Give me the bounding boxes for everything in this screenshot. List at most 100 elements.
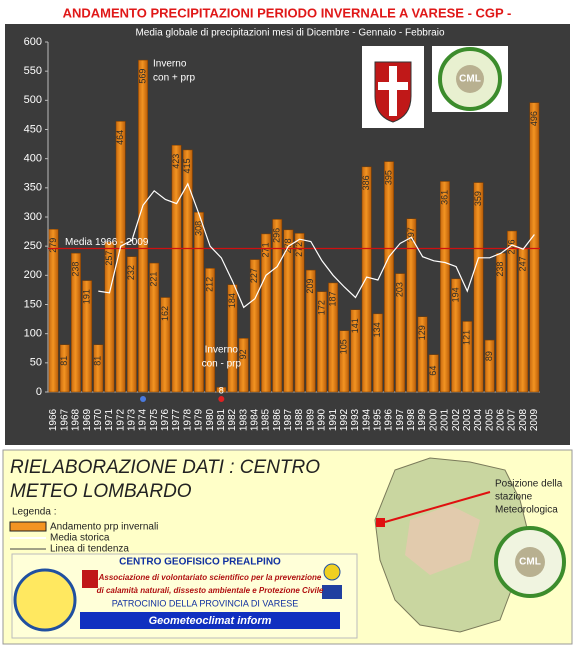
value-label: 361 bbox=[439, 190, 449, 205]
bar bbox=[93, 344, 104, 393]
bar bbox=[440, 181, 450, 393]
bar bbox=[182, 149, 193, 393]
bar bbox=[328, 282, 339, 393]
x-tick-label: 1968 bbox=[71, 408, 82, 431]
x-tick-label: 1999 bbox=[417, 408, 428, 431]
bar bbox=[238, 338, 249, 393]
bar bbox=[305, 269, 316, 393]
annotation: Inverno bbox=[153, 59, 187, 70]
value-label: 172 bbox=[316, 300, 326, 315]
x-tick-label: 2001 bbox=[440, 408, 451, 431]
x-tick-label: 2009 bbox=[529, 408, 540, 431]
value-label: 221 bbox=[149, 272, 159, 287]
bar bbox=[71, 252, 81, 393]
bar bbox=[372, 313, 383, 393]
bar bbox=[126, 256, 137, 393]
x-tick-label: 1983 bbox=[238, 408, 249, 431]
value-label: 271 bbox=[260, 242, 270, 257]
value-label: 297 bbox=[406, 227, 416, 242]
x-tick-label: 1979 bbox=[194, 408, 205, 431]
x-tick-label: 1987 bbox=[283, 408, 294, 431]
x-tick-label: 2005 bbox=[484, 408, 495, 431]
eu-flag bbox=[322, 585, 342, 599]
value-label: 257 bbox=[104, 251, 114, 266]
x-tick-label: 2007 bbox=[507, 408, 518, 431]
value-label: 308 bbox=[193, 221, 203, 236]
x-tick-label: 1994 bbox=[361, 408, 372, 431]
x-tick-label: 2002 bbox=[451, 408, 462, 431]
y-tick-label: 400 bbox=[24, 153, 42, 165]
value-label: 272 bbox=[294, 242, 304, 257]
y-tick-label: 350 bbox=[24, 182, 42, 194]
x-tick-label: 1969 bbox=[82, 408, 93, 431]
value-label: 89 bbox=[484, 351, 494, 361]
value-label: 162 bbox=[160, 306, 170, 321]
bar bbox=[205, 268, 216, 393]
bar bbox=[138, 59, 148, 393]
bar bbox=[339, 330, 350, 393]
bar bbox=[507, 230, 517, 393]
bar bbox=[361, 166, 372, 393]
value-label: 227 bbox=[249, 268, 259, 283]
x-tick-label: 1986 bbox=[272, 408, 283, 431]
chart-title: ANDAMENTO PRECIPITAZIONI PERIODO INVERNA… bbox=[63, 5, 512, 20]
org-logo bbox=[13, 568, 77, 632]
x-tick-label: 2006 bbox=[496, 408, 507, 431]
x-tick-label: 1993 bbox=[350, 408, 361, 431]
bar bbox=[294, 233, 305, 393]
bar bbox=[104, 241, 115, 393]
x-tick-label: 1980 bbox=[205, 408, 216, 431]
y-tick-label: 550 bbox=[24, 65, 42, 77]
banner bbox=[80, 612, 340, 629]
x-tick-label: 1990 bbox=[317, 408, 328, 431]
annotation: con + prp bbox=[153, 73, 195, 84]
org-name: CENTRO GEOFISICO PREALPINO bbox=[119, 557, 281, 568]
bar bbox=[82, 280, 93, 393]
highlight-dot bbox=[218, 396, 225, 402]
x-tick-label: 1975 bbox=[149, 408, 160, 431]
bar bbox=[48, 229, 59, 393]
value-label: 296 bbox=[272, 228, 282, 243]
legend-label: Linea di tendenza bbox=[50, 544, 129, 555]
org-patron: PATROCINIO DELLA PROVINCIA DI VARESE bbox=[112, 598, 299, 608]
cml-logo-core bbox=[456, 65, 484, 93]
panel-heading: RIELABORAZIONE DATI : CENTRO bbox=[10, 457, 320, 478]
value-label: 238 bbox=[70, 262, 80, 277]
value-label: 81 bbox=[93, 356, 103, 366]
x-tick-label: 2003 bbox=[462, 408, 473, 431]
station-note: Posizione della bbox=[495, 479, 563, 490]
value-label: 64 bbox=[428, 366, 438, 376]
legend-swatch bbox=[9, 521, 47, 532]
station-note: stazione bbox=[495, 492, 533, 503]
bar bbox=[261, 233, 271, 393]
value-label: 423 bbox=[171, 154, 181, 169]
value-label: 278 bbox=[283, 238, 293, 253]
bar bbox=[350, 309, 361, 393]
value-label: 395 bbox=[383, 170, 393, 185]
value-label: 279 bbox=[48, 238, 58, 253]
map-region bbox=[405, 505, 480, 575]
value-label: 464 bbox=[115, 130, 125, 145]
x-tick-label: 1967 bbox=[59, 408, 70, 431]
bar bbox=[272, 219, 283, 393]
cml-logo-core bbox=[515, 547, 545, 577]
x-tick-label: 1971 bbox=[104, 408, 115, 431]
y-tick-label: 500 bbox=[24, 94, 42, 106]
station-marker bbox=[376, 518, 385, 527]
x-tick-label: 1970 bbox=[93, 408, 104, 431]
x-tick-label: 1984 bbox=[250, 408, 261, 431]
highlight-dot bbox=[140, 396, 147, 402]
value-label: 386 bbox=[361, 175, 371, 190]
bar bbox=[115, 121, 126, 393]
bar bbox=[216, 387, 227, 393]
bar bbox=[451, 278, 462, 393]
bar bbox=[529, 102, 540, 393]
value-label: 129 bbox=[417, 325, 427, 340]
x-tick-label: 2004 bbox=[473, 408, 484, 431]
y-tick-label: 100 bbox=[24, 328, 42, 340]
civil-protection-logo bbox=[323, 563, 341, 581]
bar bbox=[59, 344, 70, 393]
bar bbox=[249, 259, 260, 393]
value-label: 276 bbox=[506, 239, 516, 254]
bar bbox=[395, 273, 406, 393]
